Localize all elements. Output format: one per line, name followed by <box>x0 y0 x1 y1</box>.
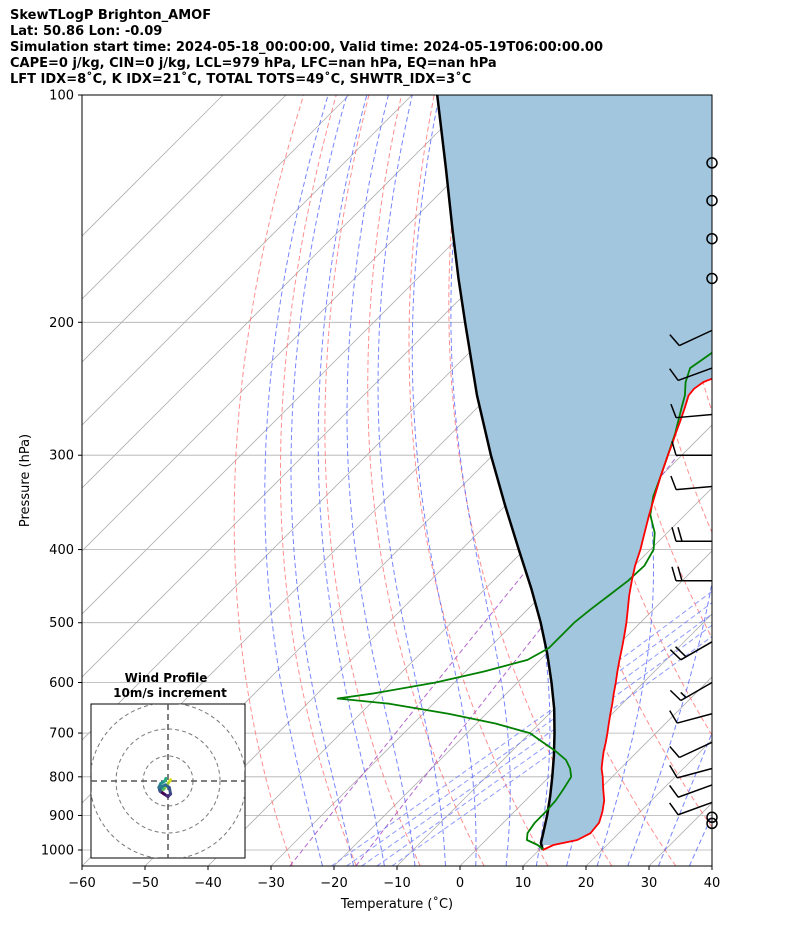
isotherm-gridline <box>522 676 712 866</box>
x-tick-label: −20 <box>320 876 347 891</box>
y-tick-label: 800 <box>49 770 74 785</box>
hodograph-subtitle: 10m/s increment <box>113 686 227 700</box>
y-tick-label: 900 <box>49 809 74 824</box>
isotherm-gridline <box>82 95 224 237</box>
moist-adiabat <box>290 95 354 866</box>
isotherm-gridline <box>82 95 476 489</box>
dry-adiabat <box>760 95 794 866</box>
temperature-line <box>542 377 712 851</box>
y-tick-label: 500 <box>49 616 74 631</box>
wind-barb <box>669 681 713 702</box>
parcel-profile-line <box>435 95 556 851</box>
x-tick-label: −60 <box>68 876 95 891</box>
x-tick-label: −40 <box>194 876 221 891</box>
title-line-3: Simulation start time: 2024-05-18_00:00:… <box>10 40 603 55</box>
isotherm-gridline <box>396 550 712 866</box>
dry-adiabat <box>728 95 794 866</box>
title-block: SkewTLogP Brighton_AMOF Lat: 50.86 Lon: … <box>10 8 603 88</box>
x-tick-label: 10 <box>515 876 532 891</box>
title-line-1: SkewTLogP Brighton_AMOF <box>10 8 212 23</box>
title-line-5: LFT IDX=8˚C, K IDX=21˚C, TOTAL TOTS=49˚C… <box>10 72 472 87</box>
dry-adiabat <box>448 95 613 866</box>
x-tick-label: 0 <box>456 876 464 891</box>
wind-barb <box>669 329 713 347</box>
moist-adiabat <box>377 95 446 866</box>
wind-barb-calm <box>706 232 718 245</box>
wind-barb <box>669 784 713 798</box>
moist-adiabat <box>720 95 794 866</box>
hodograph-segment <box>163 776 168 783</box>
dry-adiabat <box>408 95 549 866</box>
saturation-mixing-line <box>391 635 712 866</box>
isotherm-gridline <box>82 95 350 363</box>
y-tick-label: 200 <box>49 316 74 331</box>
wind-barb <box>670 475 713 491</box>
hodograph-title: Wind Profile <box>125 671 208 685</box>
wind-barb <box>671 527 712 543</box>
x-tick-label: 20 <box>578 876 595 891</box>
wind-barb-calm <box>706 157 718 169</box>
wind-barb-calm <box>706 194 718 207</box>
moist-adiabat <box>411 95 477 866</box>
wind-barb-calm <box>706 811 718 824</box>
y-tick-label: 1000 <box>41 844 74 859</box>
title-line-4: CAPE=0 j/kg, CIN=0 j/kg, LCL=979 hPa, LF… <box>10 56 497 71</box>
moist-adiabat <box>658 731 712 866</box>
moist-adiabat <box>627 95 712 866</box>
x-tick-label: 40 <box>704 876 721 891</box>
isotherm-gridline <box>82 95 287 300</box>
y-tick-label: 600 <box>49 676 74 691</box>
x-tick-label: 30 <box>641 876 658 891</box>
saturation-mixing-line <box>346 602 712 866</box>
moist-adiabat <box>264 95 329 866</box>
wind-barb-calm <box>706 817 718 830</box>
wind-barb <box>670 403 713 419</box>
y-tick-label: 300 <box>49 449 74 464</box>
dry-adiabat <box>662 95 712 414</box>
x-tick-label: −50 <box>131 876 158 891</box>
wind-barb <box>669 367 713 382</box>
x-axis-label: Temperature (˚C) <box>340 896 453 912</box>
wind-barb-calm <box>706 272 718 285</box>
wind-barb <box>671 441 712 456</box>
title-line-2: Lat: 50.86 Lon: -0.09 <box>10 24 163 39</box>
wind-barb <box>669 741 713 759</box>
x-tick-label: −10 <box>383 876 410 891</box>
dry-adiabat <box>280 95 357 866</box>
wind-barb <box>669 710 713 724</box>
isotherm-gridline <box>82 95 413 426</box>
dry-adiabat <box>367 95 485 866</box>
saturation-mixing-line <box>361 613 712 866</box>
isotherm-gridline <box>82 95 539 552</box>
moist-adiabat <box>346 95 416 866</box>
moist-adiabat <box>450 95 511 866</box>
dry-adiabat <box>324 95 421 866</box>
wind-barb <box>671 566 712 582</box>
y-tick-label: 400 <box>49 543 74 558</box>
moist-adiabat <box>317 95 385 866</box>
x-tick-label: −30 <box>257 876 284 891</box>
wind-barb <box>669 641 713 661</box>
wind-barb <box>669 801 713 816</box>
isotherm-gridline <box>711 865 712 866</box>
cin-shade-area <box>437 95 712 845</box>
y-tick-label: 700 <box>49 727 74 742</box>
saturation-mixing-line <box>376 624 712 866</box>
wind-barb <box>669 764 713 779</box>
y-tick-label: 100 <box>49 89 74 104</box>
y-axis-label: Pressure (hPa) <box>18 434 33 527</box>
dewpoint-line <box>336 351 712 851</box>
dry-adiabat <box>233 95 305 866</box>
isotherm-gridline <box>333 487 712 866</box>
